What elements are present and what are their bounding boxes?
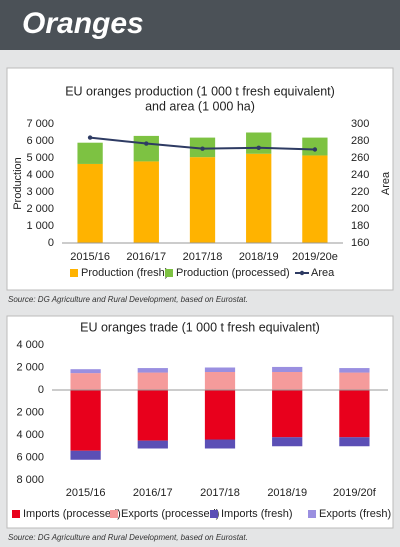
bar bbox=[272, 437, 303, 447]
x-tick-label: 2018/19 bbox=[239, 251, 279, 263]
y-axis-label: Production bbox=[12, 157, 24, 210]
bar bbox=[204, 439, 236, 449]
y2-tick-label: 260 bbox=[351, 152, 369, 164]
legend-label: Area bbox=[311, 267, 335, 279]
bar bbox=[246, 132, 272, 154]
y2-tick-label: 180 bbox=[351, 220, 369, 232]
y-tick-label: 5 000 bbox=[26, 152, 54, 164]
y-tick-label: 3 000 bbox=[26, 186, 54, 198]
bar bbox=[339, 368, 370, 373]
y-tick-label: 6 000 bbox=[26, 135, 54, 147]
bar bbox=[137, 390, 168, 441]
x-tick-label: 2016/17 bbox=[126, 251, 166, 263]
y2-tick-label: 300 bbox=[351, 118, 369, 130]
source: Source: DG Agriculture and Rural Develop… bbox=[8, 295, 248, 304]
bar bbox=[339, 390, 370, 438]
header-title: Oranges bbox=[22, 7, 144, 40]
y2-tick-label: 200 bbox=[351, 203, 369, 215]
legend-swatch bbox=[299, 270, 305, 276]
y-tick-label: 8 000 bbox=[16, 474, 44, 486]
bar bbox=[70, 373, 101, 390]
bar bbox=[204, 367, 236, 372]
y2-tick-label: 280 bbox=[351, 135, 369, 147]
legend-swatch bbox=[210, 510, 218, 518]
bar bbox=[272, 390, 303, 438]
bar bbox=[70, 390, 101, 451]
bar bbox=[77, 163, 103, 243]
source: Source: DG Agriculture and Rural Develop… bbox=[8, 533, 248, 542]
bar bbox=[204, 372, 236, 390]
legend-swatch bbox=[12, 510, 20, 518]
y2-tick-label: 240 bbox=[351, 169, 369, 181]
y-tick-label: 0 bbox=[38, 384, 44, 396]
x-tick-label: 2019/20e bbox=[292, 251, 338, 263]
y-tick-label: 7 000 bbox=[26, 118, 54, 130]
y-tick-label: 2 000 bbox=[16, 361, 44, 373]
bar bbox=[70, 450, 101, 460]
chart-title: EU oranges production (1 000 t fresh equ… bbox=[65, 84, 335, 98]
bar bbox=[339, 372, 370, 390]
bar bbox=[137, 368, 168, 373]
bar bbox=[272, 366, 303, 372]
x-tick-label: 2018/19 bbox=[267, 487, 307, 499]
y2-tick-label: 220 bbox=[351, 186, 369, 198]
x-tick-label: 2016/17 bbox=[133, 487, 173, 499]
y-tick-label: 1 000 bbox=[26, 220, 54, 232]
bar bbox=[70, 369, 101, 374]
bar bbox=[272, 372, 303, 390]
legend-swatch bbox=[110, 510, 118, 518]
bar bbox=[339, 437, 370, 447]
line-marker bbox=[144, 141, 149, 146]
legend-label: Production (fresh) bbox=[81, 267, 168, 279]
legend-swatch bbox=[165, 269, 173, 277]
y-tick-label: 2 000 bbox=[16, 406, 44, 418]
header-band bbox=[0, 0, 400, 50]
x-tick-label: 2019/20f bbox=[333, 487, 377, 499]
y2-tick-label: 160 bbox=[351, 237, 369, 249]
x-tick-label: 2015/16 bbox=[66, 487, 106, 499]
legend-swatch bbox=[70, 269, 78, 277]
bar bbox=[246, 153, 272, 243]
bar bbox=[137, 440, 168, 449]
y-tick-label: 0 bbox=[48, 237, 54, 249]
y-tick-label: 4 000 bbox=[26, 169, 54, 181]
y-tick-label: 4 000 bbox=[16, 429, 44, 441]
bar bbox=[137, 372, 168, 390]
y-tick-label: 2 000 bbox=[26, 203, 54, 215]
bar bbox=[302, 137, 328, 156]
bar bbox=[133, 135, 159, 162]
chart-title: and area (1 000 ha) bbox=[145, 99, 255, 113]
x-tick-label: 2017/18 bbox=[183, 251, 223, 263]
legend-label: Exports (processed) bbox=[121, 508, 219, 520]
line-marker bbox=[87, 135, 93, 140]
legend-swatch bbox=[308, 510, 316, 518]
y2-axis-label: Area bbox=[380, 171, 392, 195]
bar bbox=[133, 161, 159, 243]
bar bbox=[302, 155, 328, 243]
bar bbox=[77, 142, 103, 164]
bar bbox=[189, 157, 216, 243]
legend-label: Imports (fresh) bbox=[221, 508, 293, 520]
bar bbox=[204, 390, 236, 440]
line-marker bbox=[312, 147, 318, 152]
legend-label: Production (processed) bbox=[176, 267, 290, 279]
line-marker bbox=[200, 146, 205, 151]
y-tick-label: 6 000 bbox=[16, 451, 44, 463]
legend-label: Imports (processed) bbox=[23, 508, 121, 520]
chart-title: EU oranges trade (1 000 t fresh equivale… bbox=[80, 320, 320, 334]
y-tick-label: 4 000 bbox=[16, 339, 44, 351]
line-marker bbox=[256, 145, 261, 150]
legend-label: Exports (fresh) bbox=[319, 508, 391, 520]
x-tick-label: 2015/16 bbox=[70, 251, 110, 263]
x-tick-label: 2017/18 bbox=[200, 487, 240, 499]
